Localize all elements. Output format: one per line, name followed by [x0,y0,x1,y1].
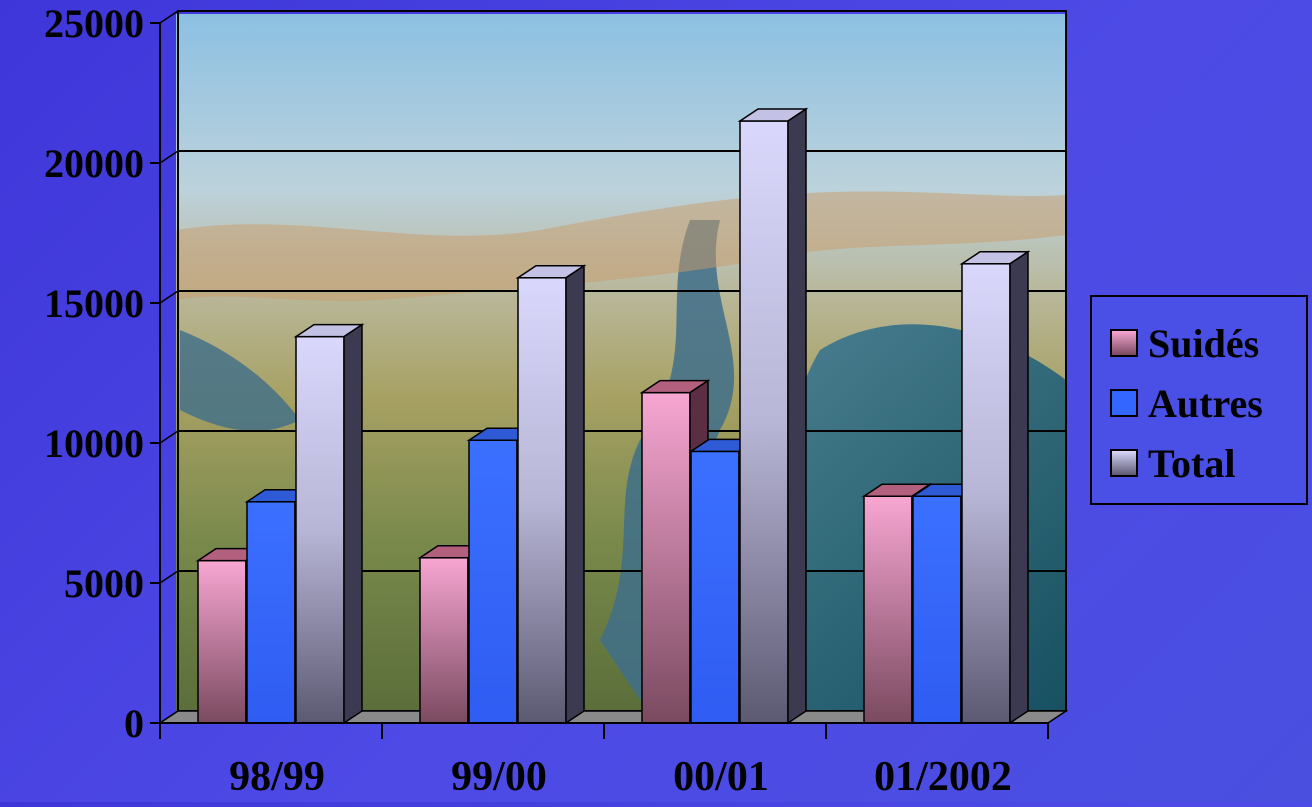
x-tick-label: 98/99 [229,754,325,800]
x-tick-label: 00/01 [673,754,769,800]
bar-front [295,335,345,724]
bar-total-2 [737,107,809,725]
bar-front [246,501,296,724]
side-wall-tick [159,430,179,444]
bar-total-0 [293,323,365,725]
bar-front [863,495,913,724]
landscape-pond [180,330,300,431]
y-tick-label: 25000 [44,1,144,46]
bar-side [1009,250,1029,725]
legend: Suidés Autres Total [1090,295,1308,505]
bar-front [912,495,962,724]
y-tick-label: 5000 [64,561,144,606]
bar-total-3 [959,250,1031,725]
legend-swatch-suides [1110,329,1138,357]
legend-label-total: Total [1148,440,1236,486]
side-wall-tick [159,150,179,164]
bar-side [343,323,363,725]
bar-front [419,557,469,724]
legend-swatch-total [1110,449,1138,477]
y-tick-label: 0 [124,701,144,746]
bar-front [517,277,567,724]
bar-total-1 [515,264,587,725]
legend-item-suides: Suidés [1110,315,1259,371]
y-tick-label: 10000 [44,421,144,466]
bar-front [197,559,247,724]
bar-front [641,391,691,724]
legend-label-suides: Suidés [1148,320,1260,366]
landscape-marsh [176,191,1066,302]
bar-front [961,263,1011,724]
y-tick-label: 20000 [44,141,144,186]
y-tick-label: 15000 [44,281,144,326]
side-wall-tick [159,10,179,24]
bar-front [468,439,518,724]
legend-item-total: Total [1110,435,1235,491]
bar-side [565,264,585,725]
x-tick-label: 99/00 [451,754,547,800]
bar-front [739,120,789,724]
axes-layer: 0 5000 10000 15000 20000 25000 98/99 99/00 00/01… [44,1,1049,800]
side-wall-tick [159,570,179,584]
x-tick-label: 01/2002 [874,754,1012,800]
side-wall-tick [159,290,179,304]
legend-item-autres: Autres [1110,375,1263,431]
legend-label-autres: Autres [1148,380,1263,426]
bar-side [787,107,807,725]
bar-front [690,450,740,724]
legend-swatch-autres [1110,389,1138,417]
